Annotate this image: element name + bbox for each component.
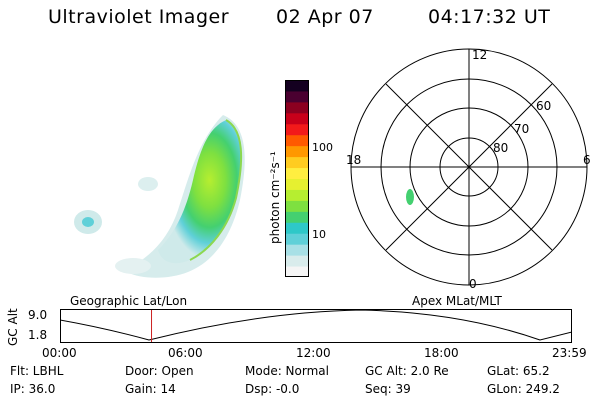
time-tick-0000: 00:00 [42, 346, 77, 360]
auroral-image [74, 115, 245, 278]
ip-status: IP: 36.0 [10, 382, 56, 396]
colorbar-segment [285, 90, 309, 103]
time-tick-1800: 18:00 [424, 346, 459, 360]
lat-label-80: 80 [493, 141, 508, 155]
time-tick-2359: 23:59 [552, 346, 587, 360]
seq-status: Seq: 39 [365, 382, 411, 396]
colorbar-segment [285, 156, 309, 169]
colorbar-segment [285, 80, 309, 92]
instrument-title: Ultraviolet Imager [48, 6, 230, 28]
geographic-label: Geographic Lat/Lon [70, 294, 188, 308]
faint-patch-lower [115, 258, 151, 274]
colorbar-segment [285, 101, 309, 114]
altitude-strip [60, 309, 572, 343]
faint-patch-mid [138, 177, 158, 191]
mlt-label-6: 6 [583, 153, 591, 167]
time-tick-0600: 06:00 [168, 346, 203, 360]
oval-edge [189, 119, 243, 261]
colorbar-tick-100: 100 [312, 141, 333, 154]
colorbar [285, 80, 309, 277]
lat-label-60: 60 [536, 99, 551, 113]
apex-label: Apex MLat/MLT [412, 294, 502, 308]
gc-alt-status: GC Alt: 2.0 Re [365, 364, 449, 378]
colorbar-segment [285, 222, 309, 234]
door-status: Door: Open [125, 364, 194, 378]
mode-status: Mode: Normal [245, 364, 329, 378]
altitude-curve [60, 309, 572, 341]
altitude-axis-label: GC Alt [6, 308, 20, 346]
time-label: 04:17:32 UT [428, 6, 551, 28]
colorbar-segment [285, 167, 309, 179]
polar-aurora-spot [406, 189, 414, 205]
polar-diagonal-2 [385, 83, 553, 251]
colorbar-segment [285, 211, 309, 223]
colorbar-segment [285, 112, 309, 125]
colorbar-segment [285, 189, 309, 201]
colorbar-unit-label: photon cm⁻²s⁻¹ [268, 151, 282, 244]
polar-plot: 12 18 6 0 60 70 80 [346, 48, 591, 290]
colorbar-segment [285, 123, 309, 136]
colorbar-segment [285, 244, 309, 256]
mlt-label-12: 12 [472, 48, 487, 62]
altitude-tick-low: 1.8 [28, 328, 48, 342]
time-tick-1200: 12:00 [296, 346, 331, 360]
mlt-label-18: 18 [346, 153, 361, 167]
gain-status: Gain: 14 [125, 382, 176, 396]
faint-patch-left-core [82, 217, 94, 227]
colorbar-segment [285, 134, 309, 147]
colorbar-segment [285, 233, 309, 245]
colorbar-segment [285, 266, 309, 277]
colorbar-frame [285, 80, 309, 277]
filter-status: Flt: LBHL [10, 364, 64, 378]
lat-label-70: 70 [514, 122, 529, 136]
glon-status: GLon: 249.2 [487, 382, 560, 396]
glat-status: GLat: 65.2 [487, 364, 550, 378]
colorbar-segment [285, 200, 309, 212]
colorbar-segment [285, 145, 309, 158]
mlt-label-0: 0 [469, 277, 477, 290]
altitude-tick-high: 9.0 [28, 308, 48, 322]
colorbar-segment [285, 178, 309, 190]
date-label: 02 Apr 07 [276, 6, 374, 28]
status-footer: Flt: LBHL IP: 36.0 Door: Open Gain: 14 M… [0, 364, 600, 400]
oval-main [158, 120, 242, 264]
colorbar-segment [285, 255, 309, 267]
altitude-frame [60, 309, 572, 343]
dsp-status: Dsp: -0.0 [245, 382, 300, 396]
colorbar-tick-10: 10 [312, 228, 326, 241]
title-bar: Ultraviolet Imager 02 Apr 07 04:17:32 UT [0, 6, 600, 32]
